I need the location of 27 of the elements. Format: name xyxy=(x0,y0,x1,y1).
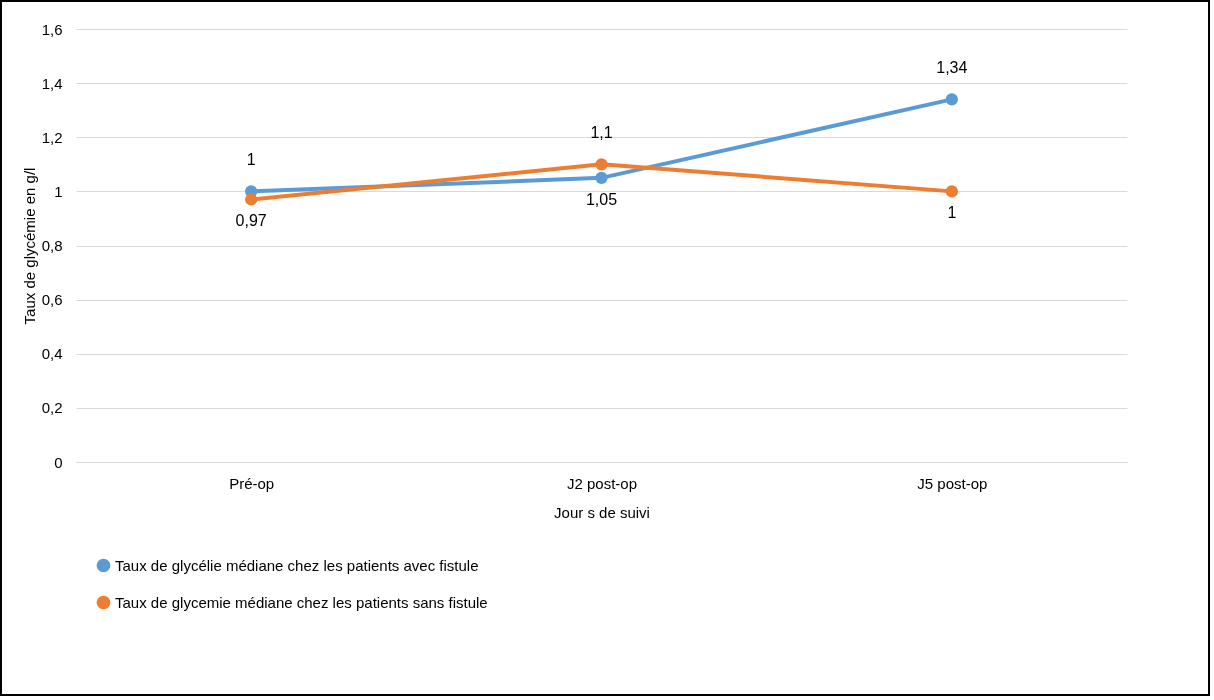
y-tick-label: 1,4 xyxy=(41,74,63,92)
legend-label: Taux de glycemie médiane chez les patients sans fistule xyxy=(115,593,488,611)
y-tick-label: 0 xyxy=(54,453,63,471)
y-tick-label: 1,6 xyxy=(41,20,63,38)
x-tick-label: J2 post-op xyxy=(566,474,638,492)
point xyxy=(245,193,258,206)
point xyxy=(945,185,958,198)
data-label: 0,97 xyxy=(235,212,267,230)
y-tick-label: 1 xyxy=(54,182,63,200)
y-tick-label: 1,2 xyxy=(41,128,63,146)
legend-label: Taux de glycélie médiane chez les patients avec fistule xyxy=(115,556,479,574)
y-tick-label: 0,6 xyxy=(41,291,63,309)
data-label: 1,1 xyxy=(590,124,613,142)
y-tick-label: 0,2 xyxy=(41,399,63,417)
point xyxy=(595,158,608,171)
data-label: 1 xyxy=(947,204,957,222)
y-axis-title: Taux de glycémie en g/l xyxy=(20,167,38,325)
x-tick-label: Pré-op xyxy=(229,474,275,492)
point xyxy=(945,93,958,106)
y-tick-label: 0,8 xyxy=(41,237,63,254)
x-axis-title: Jour s de suivi xyxy=(554,503,650,521)
point xyxy=(595,171,608,184)
data-label: 1,34 xyxy=(936,59,968,77)
data-label: 1 xyxy=(246,151,256,169)
x-tick-label: J5 post-op xyxy=(917,474,988,492)
data-label: 1,05 xyxy=(585,190,618,208)
y-tick-label: 0,4 xyxy=(41,345,63,363)
